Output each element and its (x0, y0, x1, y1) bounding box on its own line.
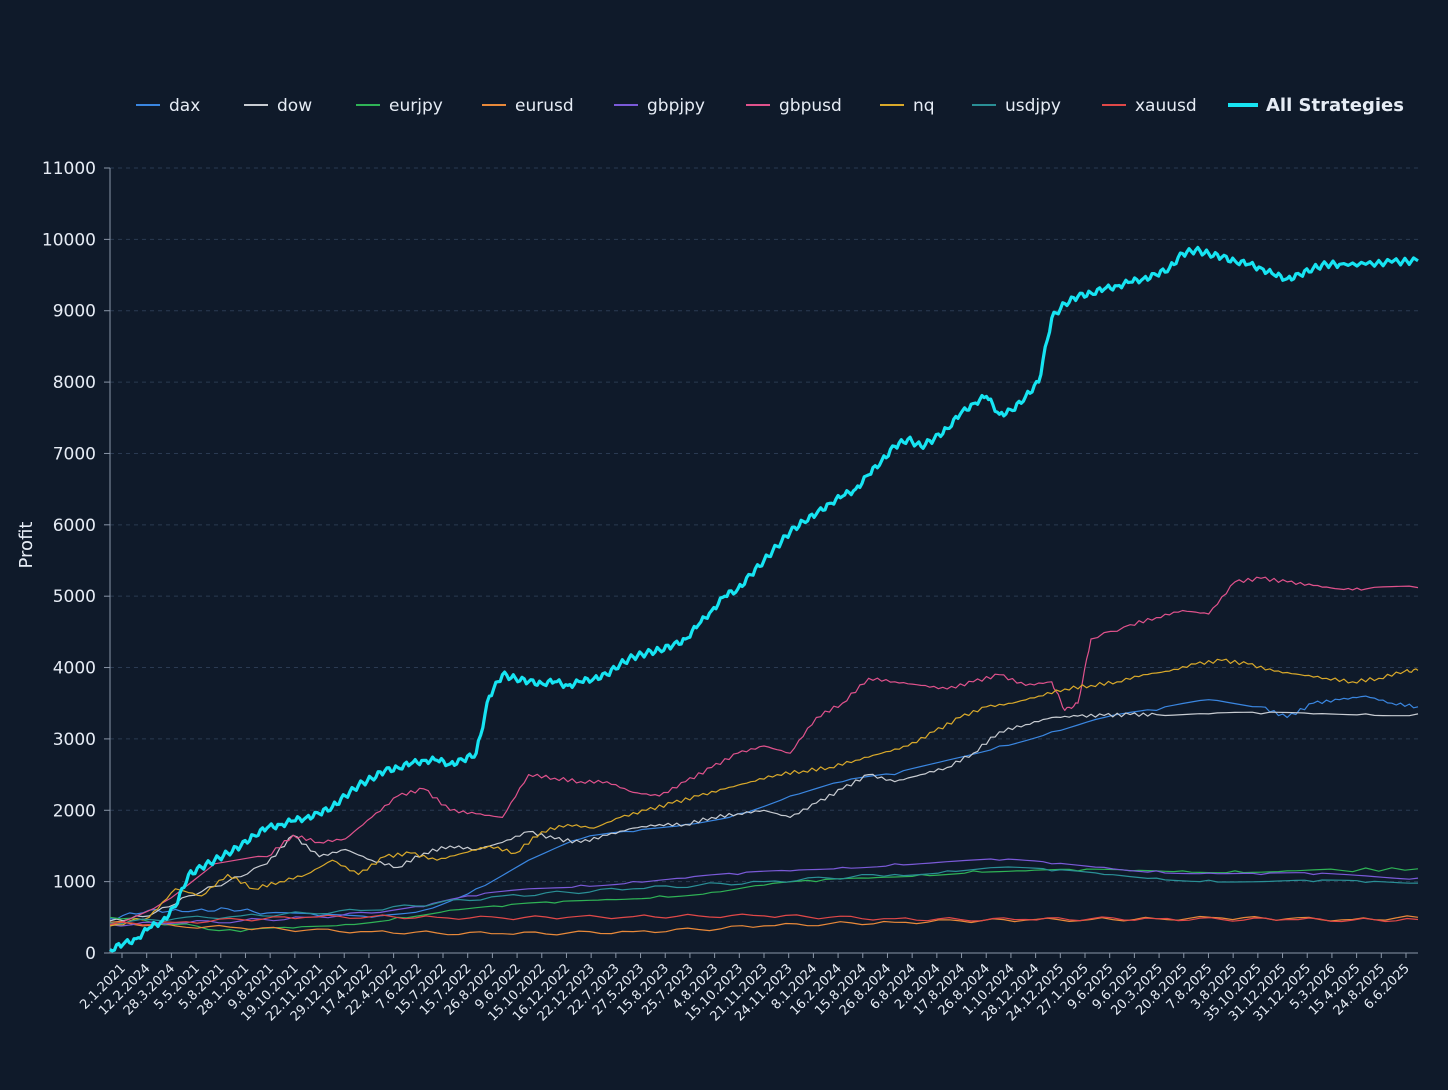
series-layer (109, 245, 1419, 953)
legend-label: gbpjpy (647, 96, 705, 116)
y-tick-label: 10000 (42, 230, 96, 250)
legend-label: eurusd (515, 96, 574, 116)
series-line-all-strategies (109, 245, 1419, 953)
y-tick-label: 11000 (42, 159, 96, 179)
y-tick-label: 8000 (53, 373, 96, 393)
legend-item-usdjpy[interactable]: usdjpy (972, 96, 1061, 116)
y-tick-label: 9000 (53, 302, 96, 322)
series-line-nq (109, 658, 1419, 927)
legend-label: gbpusd (779, 96, 842, 116)
y-tick-label: 7000 (53, 444, 96, 464)
series-line-dow (109, 711, 1419, 922)
y-axis-label: Profit (16, 522, 37, 569)
series-line-usdjpy (109, 866, 1419, 925)
y-tick-label: 0 (85, 944, 96, 964)
y-tick-label: 5000 (53, 587, 96, 607)
legend-item-eurjpy[interactable]: eurjpy (356, 96, 443, 116)
series-line-eurjpy (109, 867, 1419, 933)
legend-item-nq[interactable]: nq (880, 96, 935, 116)
legend-label: dow (277, 96, 312, 116)
legend-item-all-strategies[interactable]: All Strategies (1228, 95, 1404, 116)
legend-item-dax[interactable]: dax (136, 96, 200, 116)
y-tick-label: 1000 (53, 873, 96, 893)
legend-item-gbpjpy[interactable]: gbpjpy (614, 96, 705, 116)
legend-item-gbpusd[interactable]: gbpusd (746, 96, 842, 116)
legend-item-eurusd[interactable]: eurusd (482, 96, 574, 116)
series-line-gbpjpy (109, 858, 1419, 927)
y-tick-label: 4000 (53, 659, 96, 679)
legend-label: xauusd (1135, 96, 1197, 116)
y-tick-label: 2000 (53, 801, 96, 821)
series-line-gbpusd (109, 576, 1419, 927)
y-tick-label: 6000 (53, 516, 96, 536)
legend-label: All Strategies (1266, 95, 1404, 116)
legend-item-dow[interactable]: dow (244, 96, 312, 116)
y-tick-label: 3000 (53, 730, 96, 750)
legend-item-xauusd[interactable]: xauusd (1102, 96, 1197, 116)
series-line-xauusd (109, 913, 1419, 926)
series-line-eurusd (109, 915, 1419, 936)
legend-label: dax (169, 96, 200, 116)
legend: dax dow eurjpy eurusd gbpjpy gbpusd nq usdjpy xa… (136, 95, 1404, 116)
legend-label: nq (913, 96, 935, 116)
legend-label: eurjpy (389, 96, 443, 116)
legend-label: usdjpy (1005, 96, 1061, 116)
grid (110, 167, 1418, 883)
